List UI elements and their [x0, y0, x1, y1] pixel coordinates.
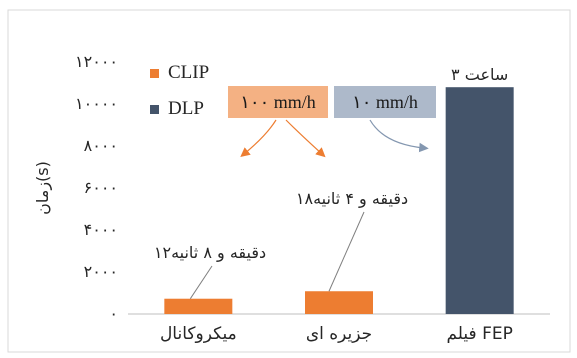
y-tick-label: ۱۲۰۰۰ — [75, 52, 118, 71]
bar-clip — [305, 291, 373, 314]
bar-annotation: ۱۸دقیقه و ۴ ثانیه — [296, 189, 408, 209]
bar-dlp — [445, 87, 514, 314]
chart-border — [7, 9, 571, 353]
leader-line — [189, 265, 213, 299]
arrow-clip-island — [285, 119, 326, 158]
x-tick-label: میکروکانال — [160, 324, 237, 344]
y-tick-label: ۲۰۰۰ — [84, 262, 118, 281]
rate-label: ۱۰ mm/h — [352, 92, 418, 112]
y-tick-label: ۴۰۰۰ — [84, 220, 118, 239]
bar-annotation: ۱۲دقیقه و ۸ ثانیه — [154, 243, 266, 263]
rate-box-clip — [228, 86, 328, 118]
y-tick-label: ۸۰۰۰ — [84, 136, 118, 155]
legend-swatch-dlp — [150, 105, 159, 114]
bar-clip — [164, 298, 233, 314]
rate-label: ۱۰۰ mm/h — [240, 92, 316, 112]
legend-swatch-clip — [150, 69, 159, 78]
bar-annotation: ۳ ساعت — [451, 65, 508, 84]
bars — [164, 87, 514, 314]
y-tick-label: ۶۰۰۰ — [84, 178, 118, 197]
y-tick-label: ۰ — [109, 304, 118, 323]
rate-box-dlp — [334, 86, 436, 118]
leader-line — [328, 211, 365, 292]
y-axis-label: زمان(s) — [33, 161, 53, 215]
arrow-dlp-fep — [369, 119, 429, 153]
legend-label: CLIP — [168, 62, 209, 83]
y-tick-label: ۱۰۰۰۰ — [75, 94, 118, 113]
legend: CLIP DLP ۱۰۰ mm/h ۱۰ mm/h — [150, 62, 436, 158]
axes: ۰ ۲۰۰۰ ۴۰۰۰ ۶۰۰۰ ۸۰۰۰ ۱۰۰۰۰ ۱۲۰۰۰ زمان(s) میکروک… — [33, 52, 550, 344]
arrow-clip-microchannel — [240, 119, 277, 158]
x-tick-label: فیلم FEP — [446, 324, 512, 344]
legend-label: DLP — [168, 98, 204, 119]
x-tick-label: جزیره ای — [306, 324, 372, 344]
labels: ۱۲دقیقه و ۸ ثانیه ۱۸دقیقه و ۴ ثانیه ۳ ساعت — [154, 65, 508, 299]
